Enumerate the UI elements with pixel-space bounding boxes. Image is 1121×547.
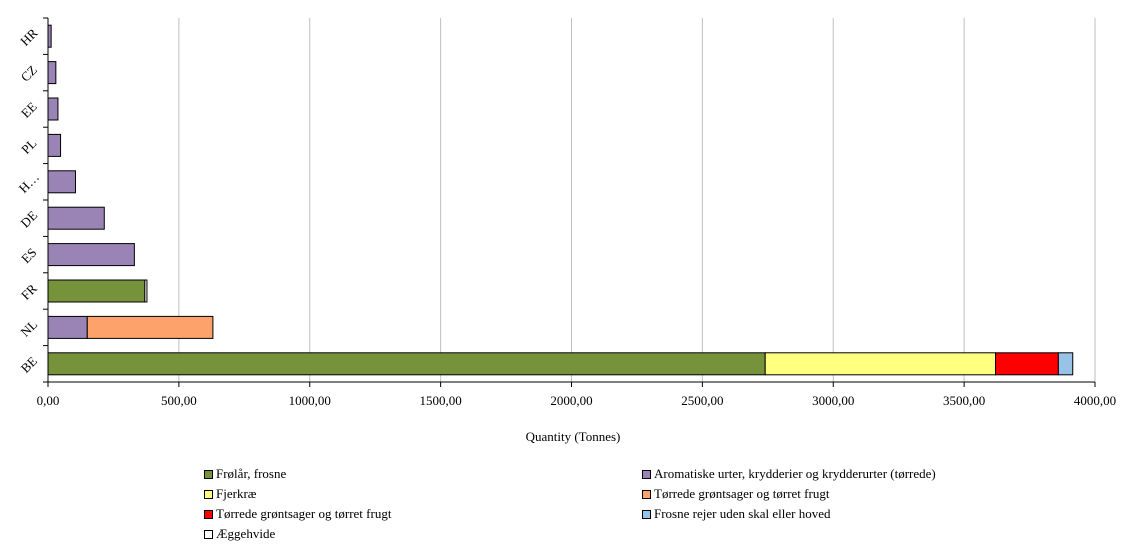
bar-segment bbox=[995, 352, 1059, 376]
bar-segment bbox=[47, 243, 135, 267]
bar-segment bbox=[86, 315, 214, 339]
y-tick-label: BE bbox=[18, 353, 40, 375]
x-tick-label: 2500,00 bbox=[681, 393, 723, 408]
y-tick-label: NL bbox=[17, 317, 40, 340]
tick-labels: 0,00 500,00 1000,00 1500,00 2000,00 2500,00 30… bbox=[16, 25, 1117, 408]
bars bbox=[47, 24, 1074, 376]
y-tick-label: EE bbox=[18, 99, 40, 121]
x-tick-label: 1000,00 bbox=[289, 393, 331, 408]
x-tick-label: 1500,00 bbox=[420, 393, 462, 408]
bar-segment bbox=[47, 61, 57, 85]
bar-segment bbox=[764, 352, 997, 376]
y-tick-label: CZ bbox=[18, 62, 40, 84]
x-tick-label: 2000,00 bbox=[550, 393, 592, 408]
bar-segment bbox=[47, 315, 88, 339]
bar-segment bbox=[47, 133, 62, 157]
bar-segment bbox=[47, 206, 105, 230]
bar-segment bbox=[47, 352, 766, 376]
bar-segment bbox=[144, 279, 148, 303]
y-tick-label: FR bbox=[18, 281, 40, 303]
y-tick-label: H… bbox=[16, 169, 42, 195]
axes bbox=[43, 17, 1096, 387]
bar-segment bbox=[47, 97, 59, 121]
gridlines bbox=[178, 18, 1096, 382]
y-tick-label: PL bbox=[18, 136, 39, 157]
y-tick-label: ES bbox=[18, 245, 39, 266]
x-tick-label: 4000,00 bbox=[1074, 393, 1116, 408]
x-tick-label: 3000,00 bbox=[812, 393, 854, 408]
x-tick-label: 3500,00 bbox=[943, 393, 985, 408]
y-tick-label: DE bbox=[17, 208, 40, 231]
x-tick-label: 0,00 bbox=[37, 393, 60, 408]
bar-segment bbox=[1057, 352, 1074, 376]
x-tick-label: 500,00 bbox=[161, 393, 197, 408]
bar-segment bbox=[47, 279, 146, 303]
y-tick-label: HR bbox=[17, 25, 41, 49]
bar-segment bbox=[47, 170, 76, 194]
x-axis-title: Quantity (Tonnes) bbox=[526, 429, 621, 444]
